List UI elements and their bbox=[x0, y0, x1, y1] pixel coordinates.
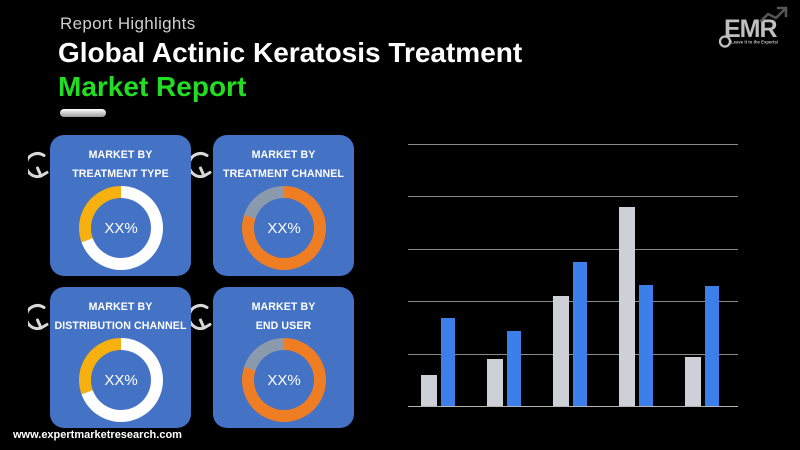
svg-text:Leave it to the Experts!: Leave it to the Experts! bbox=[731, 39, 779, 44]
